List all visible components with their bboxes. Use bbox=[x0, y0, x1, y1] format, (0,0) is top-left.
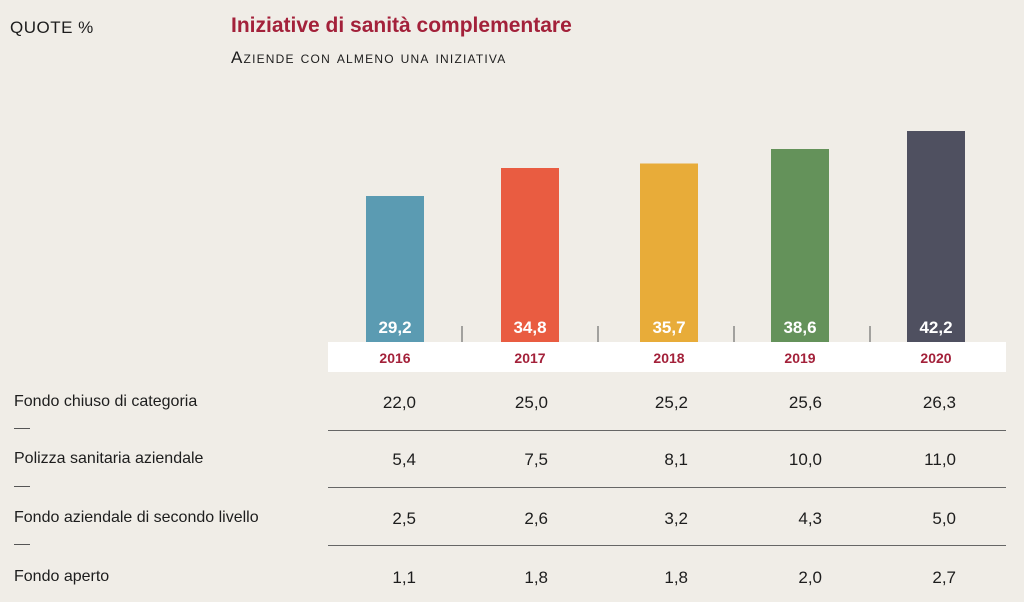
cell-fondo-chiuso-2020: 26,3 bbox=[922, 393, 956, 412]
cell-fondo-aziendale-2018: 3,2 bbox=[664, 509, 688, 528]
cell-fondo-aziendale-2017: 2,6 bbox=[524, 509, 548, 528]
tick-label-2020: 2020 bbox=[920, 350, 951, 366]
bar-2017 bbox=[501, 168, 559, 342]
cell-fondo-aziendale-2019: 4,3 bbox=[798, 509, 822, 528]
row-separator-rule bbox=[328, 545, 1006, 546]
cell-fondo-aperto-2016: 1,1 bbox=[392, 568, 416, 587]
cell-polizza-2020: 11,0 bbox=[924, 450, 956, 469]
cell-fondo-aperto-2020: 2,7 bbox=[932, 568, 956, 587]
row-separator-dash bbox=[14, 428, 30, 429]
bar-2018 bbox=[640, 163, 698, 342]
bar-2019 bbox=[771, 149, 829, 342]
row-separator-rule bbox=[328, 487, 1006, 488]
cell-polizza-2016: 5,4 bbox=[392, 450, 416, 469]
cell-polizza-2019: 10,0 bbox=[788, 450, 822, 469]
chart-subtitle: Aziende con almeno una iniziativa bbox=[231, 48, 507, 67]
cell-fondo-aperto-2018: 1,8 bbox=[664, 568, 688, 587]
row-separator-dash bbox=[14, 486, 30, 487]
value-label-2016: 29,2 bbox=[378, 318, 411, 337]
cell-fondo-aperto-2019: 2,0 bbox=[798, 568, 822, 587]
tick-label-2017: 2017 bbox=[514, 350, 545, 366]
value-label-2019: 38,6 bbox=[783, 318, 816, 337]
cell-polizza-2017: 7,5 bbox=[524, 450, 548, 469]
row-separator-dash bbox=[14, 544, 30, 545]
cell-fondo-aziendale-2020: 5,0 bbox=[932, 509, 956, 528]
cell-fondo-chiuso-2019: 25,6 bbox=[788, 393, 822, 412]
row-label-fondo-aziendale: Fondo aziendale di secondo livello bbox=[14, 509, 259, 526]
tick-label-2016: 2016 bbox=[379, 350, 410, 366]
cell-fondo-chiuso-2018: 25,2 bbox=[654, 393, 688, 412]
tick-label-2018: 2018 bbox=[653, 350, 684, 366]
bar-2020 bbox=[907, 131, 965, 342]
row-label-polizza: Polizza sanitaria aziendale bbox=[14, 450, 204, 467]
chart-title: Iniziative di sanità complementare bbox=[231, 14, 572, 37]
value-label-2017: 34,8 bbox=[513, 318, 546, 337]
cell-fondo-aziendale-2016: 2,5 bbox=[392, 509, 416, 528]
bar-2016 bbox=[366, 196, 424, 342]
bar-chart: 29,2 2016 34,8 2017 35,7 2018 38,6 2019 42,2 2020 bbox=[366, 131, 965, 366]
row-label-fondo-aperto: Fondo aperto bbox=[14, 568, 110, 585]
cell-fondo-aperto-2017: 1,8 bbox=[524, 568, 548, 587]
cell-fondo-chiuso-2016: 22,0 bbox=[382, 393, 416, 412]
cell-polizza-2018: 8,1 bbox=[664, 450, 688, 469]
unit-label: QUOTE % bbox=[10, 18, 94, 37]
cell-fondo-chiuso-2017: 25,0 bbox=[514, 393, 548, 412]
row-separator-rule bbox=[328, 430, 1006, 431]
value-label-2020: 42,2 bbox=[919, 318, 952, 337]
row-label-fondo-chiuso: Fondo chiuso di categoria bbox=[14, 393, 198, 410]
value-label-2018: 35,7 bbox=[652, 318, 685, 337]
year-axis-band bbox=[328, 342, 1006, 372]
tick-label-2019: 2019 bbox=[784, 350, 815, 366]
